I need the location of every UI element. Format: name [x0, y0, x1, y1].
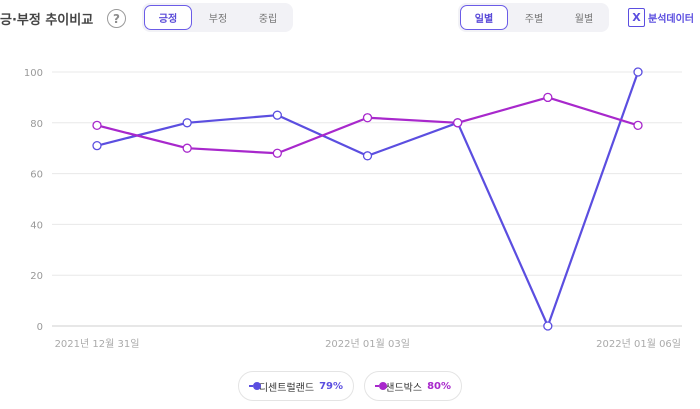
data-point-s2-0 — [92, 120, 102, 130]
data-point-s2-4 — [453, 118, 463, 128]
data-point-s2-1 — [182, 143, 192, 153]
y-tick-label: 60 — [30, 170, 43, 181]
data-point-s1-5 — [543, 321, 553, 331]
y-tick-label: 20 — [30, 271, 43, 282]
legend-marker-icon — [375, 382, 388, 390]
data-point-s1-2 — [272, 110, 282, 120]
data-point-s1-1 — [182, 118, 192, 128]
export-data-button[interactable]: X 분석데이터 — [628, 7, 694, 27]
y-tick-label: 80 — [30, 119, 43, 130]
tab-monthly[interactable]: 월별 — [574, 14, 594, 25]
y-tick-label: 100 — [24, 68, 43, 79]
tab-weekly[interactable]: 주별 — [524, 14, 544, 25]
data-point-s2-5 — [543, 92, 553, 103]
series-line-1 — [96, 71, 640, 328]
y-tick-label: 0 — [37, 322, 43, 333]
x-tick-label: 2022년 01월 03일 — [325, 338, 410, 350]
legend-marker-icon — [249, 382, 261, 390]
data-point-s1-3 — [362, 151, 373, 161]
data-point-s1-6 — [633, 67, 643, 77]
legend-label: 샌드박스 — [385, 382, 423, 394]
tab-neutral[interactable]: 중립 — [258, 14, 278, 25]
legend-label: 디센트럴랜드 — [258, 382, 315, 394]
data-point-s2-3 — [362, 113, 373, 123]
export-data-label: 분석데이터 — [648, 13, 694, 25]
legend-value: 80% — [427, 380, 451, 392]
tab-daily[interactable]: 일별 — [460, 5, 508, 30]
data-point-s1-0 — [92, 141, 102, 151]
legend-value: 79% — [319, 380, 343, 392]
period-toggle: 일별 주별 월별 — [458, 3, 609, 32]
data-point-s2-6 — [633, 120, 643, 130]
legend-item-decentraland[interactable]: 디센트럴랜드 79% — [238, 371, 354, 401]
tab-positive[interactable]: 긍정 — [144, 5, 192, 30]
excel-icon: X — [628, 7, 645, 27]
tab-negative[interactable]: 부정 — [208, 14, 228, 25]
line-chart: 0 20 40 60 80 100 2021년 12월 31일 2022년 01월 03일 20… — [24, 67, 682, 350]
help-icon[interactable]: ? — [107, 9, 126, 28]
chart-title: 긍·부정 추이비교 — [0, 12, 94, 28]
y-tick-label: 40 — [30, 220, 43, 231]
data-point-s2-2 — [272, 148, 282, 158]
x-tick-label: 2022년 01월 06일 — [596, 338, 681, 350]
x-tick-label: 2021년 12월 31일 — [55, 338, 140, 350]
sentiment-toggle: 긍정 부정 중립 — [142, 3, 293, 32]
legend-item-sandbox[interactable]: 샌드박스 80% — [364, 371, 462, 401]
